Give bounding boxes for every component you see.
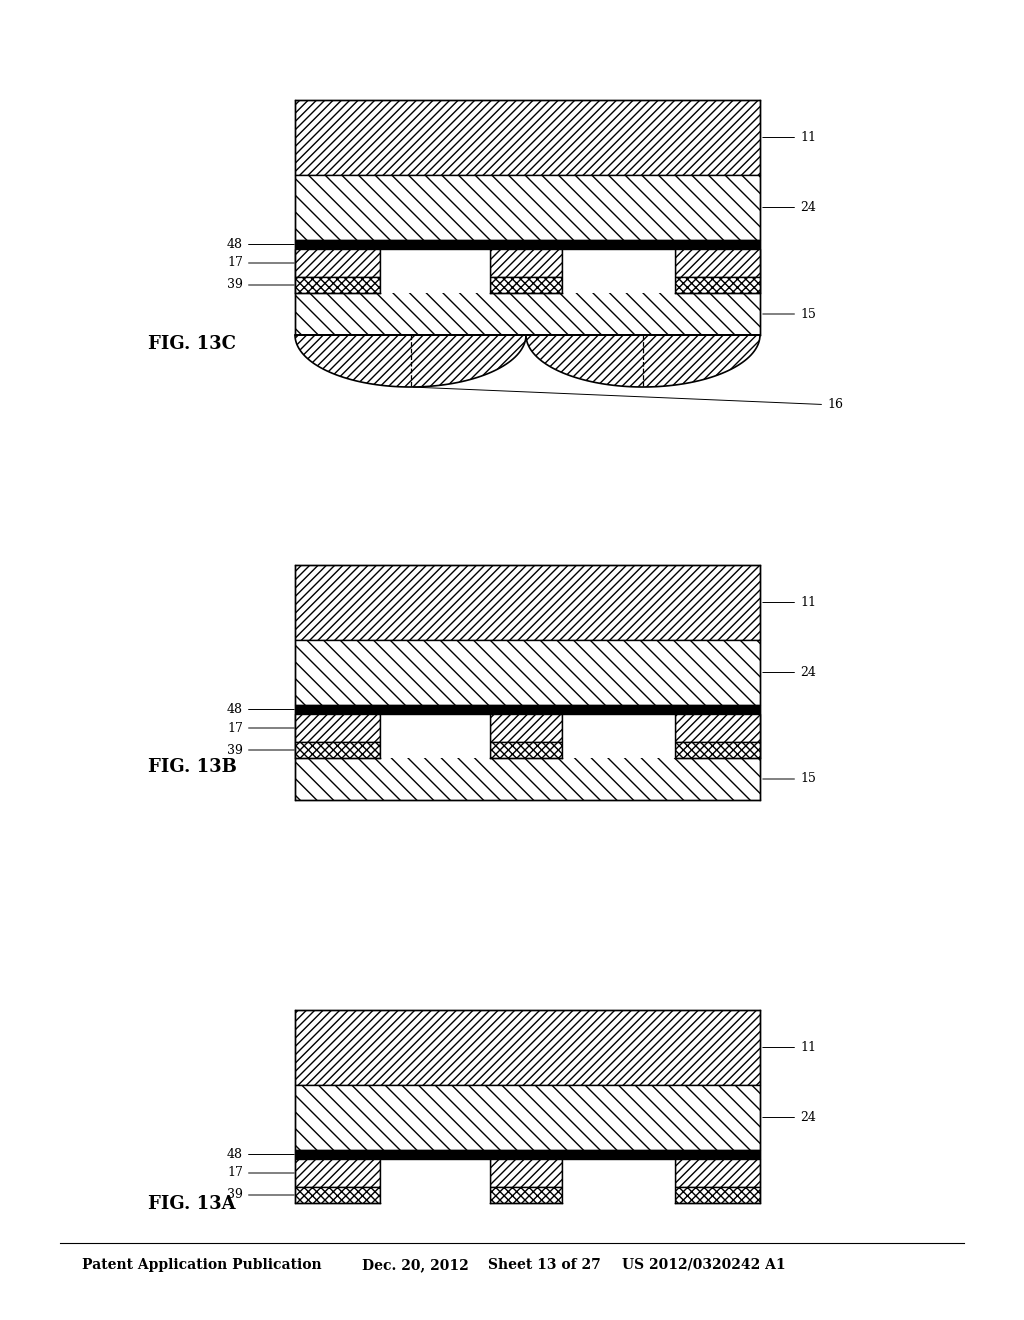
Text: 39: 39 [227,743,294,756]
Bar [490,249,562,277]
Text: Sheet 13 of 27: Sheet 13 of 27 [488,1258,601,1272]
Text: 24: 24 [763,201,816,214]
Text: 11: 11 [763,131,816,144]
Text: 39: 39 [227,279,294,292]
Text: 17: 17 [227,1167,294,1180]
Bar [675,714,760,742]
Text: 24: 24 [763,1111,816,1125]
Text: 24: 24 [763,667,816,678]
Bar [295,1150,760,1159]
Bar [295,705,760,714]
Text: 16: 16 [414,387,843,412]
Bar [295,1010,760,1085]
Text: Dec. 20, 2012: Dec. 20, 2012 [362,1258,469,1272]
Text: 39: 39 [227,1188,294,1201]
Bar [490,277,562,293]
Bar [562,1159,675,1203]
Text: FIG. 13C: FIG. 13C [148,335,236,352]
Bar [675,1159,760,1187]
Text: 17: 17 [227,256,294,269]
Bar [490,714,562,742]
Bar [295,277,380,293]
Bar [295,1085,760,1150]
Bar [380,714,490,758]
Bar [295,742,380,758]
Text: 11: 11 [763,597,816,609]
Text: Patent Application Publication: Patent Application Publication [82,1258,322,1272]
Bar [295,249,380,277]
Text: FIG. 13B: FIG. 13B [148,758,237,776]
Bar [380,249,490,293]
Bar [295,240,760,249]
Polygon shape [526,335,760,387]
Bar [295,640,760,705]
Text: 15: 15 [763,308,816,321]
Bar [675,249,760,277]
Text: 48: 48 [227,704,294,715]
Text: 15: 15 [763,772,816,785]
Bar [675,1187,760,1203]
Text: 11: 11 [763,1041,816,1053]
Bar [380,1159,490,1203]
Bar [295,565,760,640]
Bar [295,1187,380,1203]
Bar [295,100,760,176]
Bar [675,742,760,758]
Bar [295,249,760,335]
Bar [295,714,760,800]
Bar [490,742,562,758]
Text: 48: 48 [227,238,294,251]
Text: 48: 48 [227,1148,294,1162]
Text: FIG. 13A: FIG. 13A [148,1195,236,1213]
Text: 17: 17 [227,722,294,734]
Bar [490,1159,562,1187]
Polygon shape [295,335,526,387]
Bar [490,1187,562,1203]
Bar [295,176,760,240]
Bar [562,249,675,293]
Bar [562,714,675,758]
Bar [295,1159,380,1187]
Bar [295,714,380,742]
Text: US 2012/0320242 A1: US 2012/0320242 A1 [622,1258,785,1272]
Bar [675,277,760,293]
